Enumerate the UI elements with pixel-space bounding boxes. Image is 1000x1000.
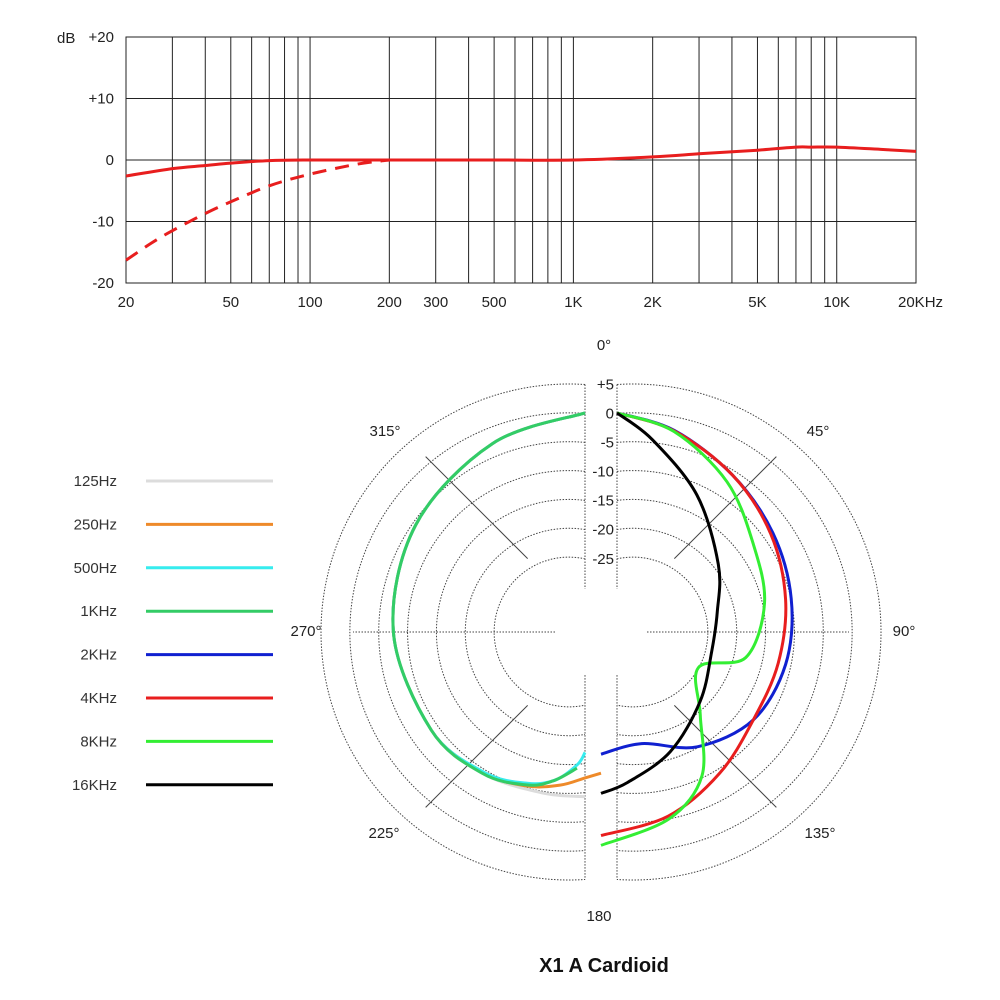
polar-curve-500hz: [391, 411, 587, 786]
angle-label: 135°: [804, 825, 835, 842]
polar-curve-1khz: [391, 411, 586, 787]
legend-label: 125Hz: [74, 473, 117, 490]
y-tick-label: -10: [92, 214, 114, 231]
radial-tick-label: 0: [606, 405, 614, 422]
polar-pattern-chart: 0° 45° 90° 135° 180 225° 270° 315° +5 0 -5 -10 -15 -…: [72, 337, 915, 977]
x-tick-label: 50: [222, 294, 239, 311]
polar-title: X1 A Cardioid: [539, 955, 669, 977]
x-tick-label: 20: [118, 294, 135, 311]
polar-diagonal: [425, 704, 529, 808]
polar-ring: [464, 527, 738, 737]
angle-label: 180: [586, 908, 611, 925]
x-tick-label: 2K: [643, 294, 661, 311]
angle-label: 0°: [597, 337, 611, 354]
legend-label: 16KHz: [72, 777, 117, 794]
y-tick-label: 0: [106, 152, 114, 169]
polar-curve-16khz: [600, 411, 722, 795]
polar-diagonal: [425, 456, 529, 560]
x-tick-label: 5K: [748, 294, 766, 311]
y-tick-label: +10: [89, 91, 114, 108]
polar-curve-8khz: [600, 411, 767, 847]
radial-tick-label: +5: [597, 377, 614, 394]
y-tick-label: +20: [89, 29, 114, 46]
x-tick-label: 100: [298, 294, 323, 311]
radial-tick-label: -5: [601, 434, 614, 451]
polar-ring: [378, 441, 824, 823]
radial-tick-label: -15: [592, 492, 614, 509]
polar-curves: [391, 411, 794, 847]
angle-label: 45°: [807, 423, 830, 440]
legend-label: 4KHz: [80, 690, 117, 707]
frequency-response-chart: dB +20 +10 0 -10 -20 20 50 100 200 300 500 1K 2K 5K 1…: [57, 29, 943, 311]
angle-label: 90°: [893, 623, 916, 640]
radial-tick-labels: +5 0 -5 -10 -15 -20 -25: [592, 377, 614, 568]
bottom-gap: [586, 678, 616, 884]
x-tick-label: 20KHz: [898, 294, 943, 311]
legend-label: 1KHz: [80, 603, 117, 620]
x-tick-label: 200: [377, 294, 402, 311]
radial-tick-label: -20: [592, 522, 614, 539]
response-line-dashed: [125, 158, 390, 262]
x-tick-label: 300: [423, 294, 448, 311]
legend: 125Hz 250Hz 500Hz 1KHz 2KHz 4KHz 8KHz 16KHz: [72, 473, 273, 794]
top-gap: [586, 380, 616, 586]
polar-ring: [320, 383, 882, 881]
x-tick-labels: 20 50 100 200 300 500 1K 2K 5K 10K 20KHz: [118, 294, 943, 311]
polar-curve-4khz: [600, 411, 788, 838]
angle-label: 270°: [290, 623, 321, 640]
x-tick-label: 10K: [823, 294, 850, 311]
angle-labels: 0° 45° 90° 135° 180 225° 270° 315°: [290, 337, 915, 925]
polar-curve-250hz: [391, 411, 602, 789]
y-tick-labels: +20 +10 0 -10 -20: [89, 29, 114, 292]
x-tick-label: 500: [482, 294, 507, 311]
x-tick-label: 1K: [564, 294, 582, 311]
legend-label: 2KHz: [80, 647, 117, 664]
y-axis-label: dB: [57, 30, 75, 47]
polar-diagonal: [673, 456, 777, 560]
polar-grid: [320, 380, 882, 884]
angle-label: 225°: [368, 825, 399, 842]
radial-tick-label: -10: [592, 463, 614, 480]
radial-tick-label: -25: [592, 551, 614, 568]
polar-ring: [349, 412, 853, 852]
response-line-solid: [125, 145, 917, 178]
y-tick-label: -20: [92, 275, 114, 292]
polar-curve-125hz: [391, 411, 586, 799]
angle-label: 315°: [369, 423, 400, 440]
legend-label: 8KHz: [80, 733, 117, 750]
response-curves: [125, 145, 917, 262]
legend-label: 250Hz: [74, 516, 117, 533]
legend-label: 500Hz: [74, 560, 117, 577]
